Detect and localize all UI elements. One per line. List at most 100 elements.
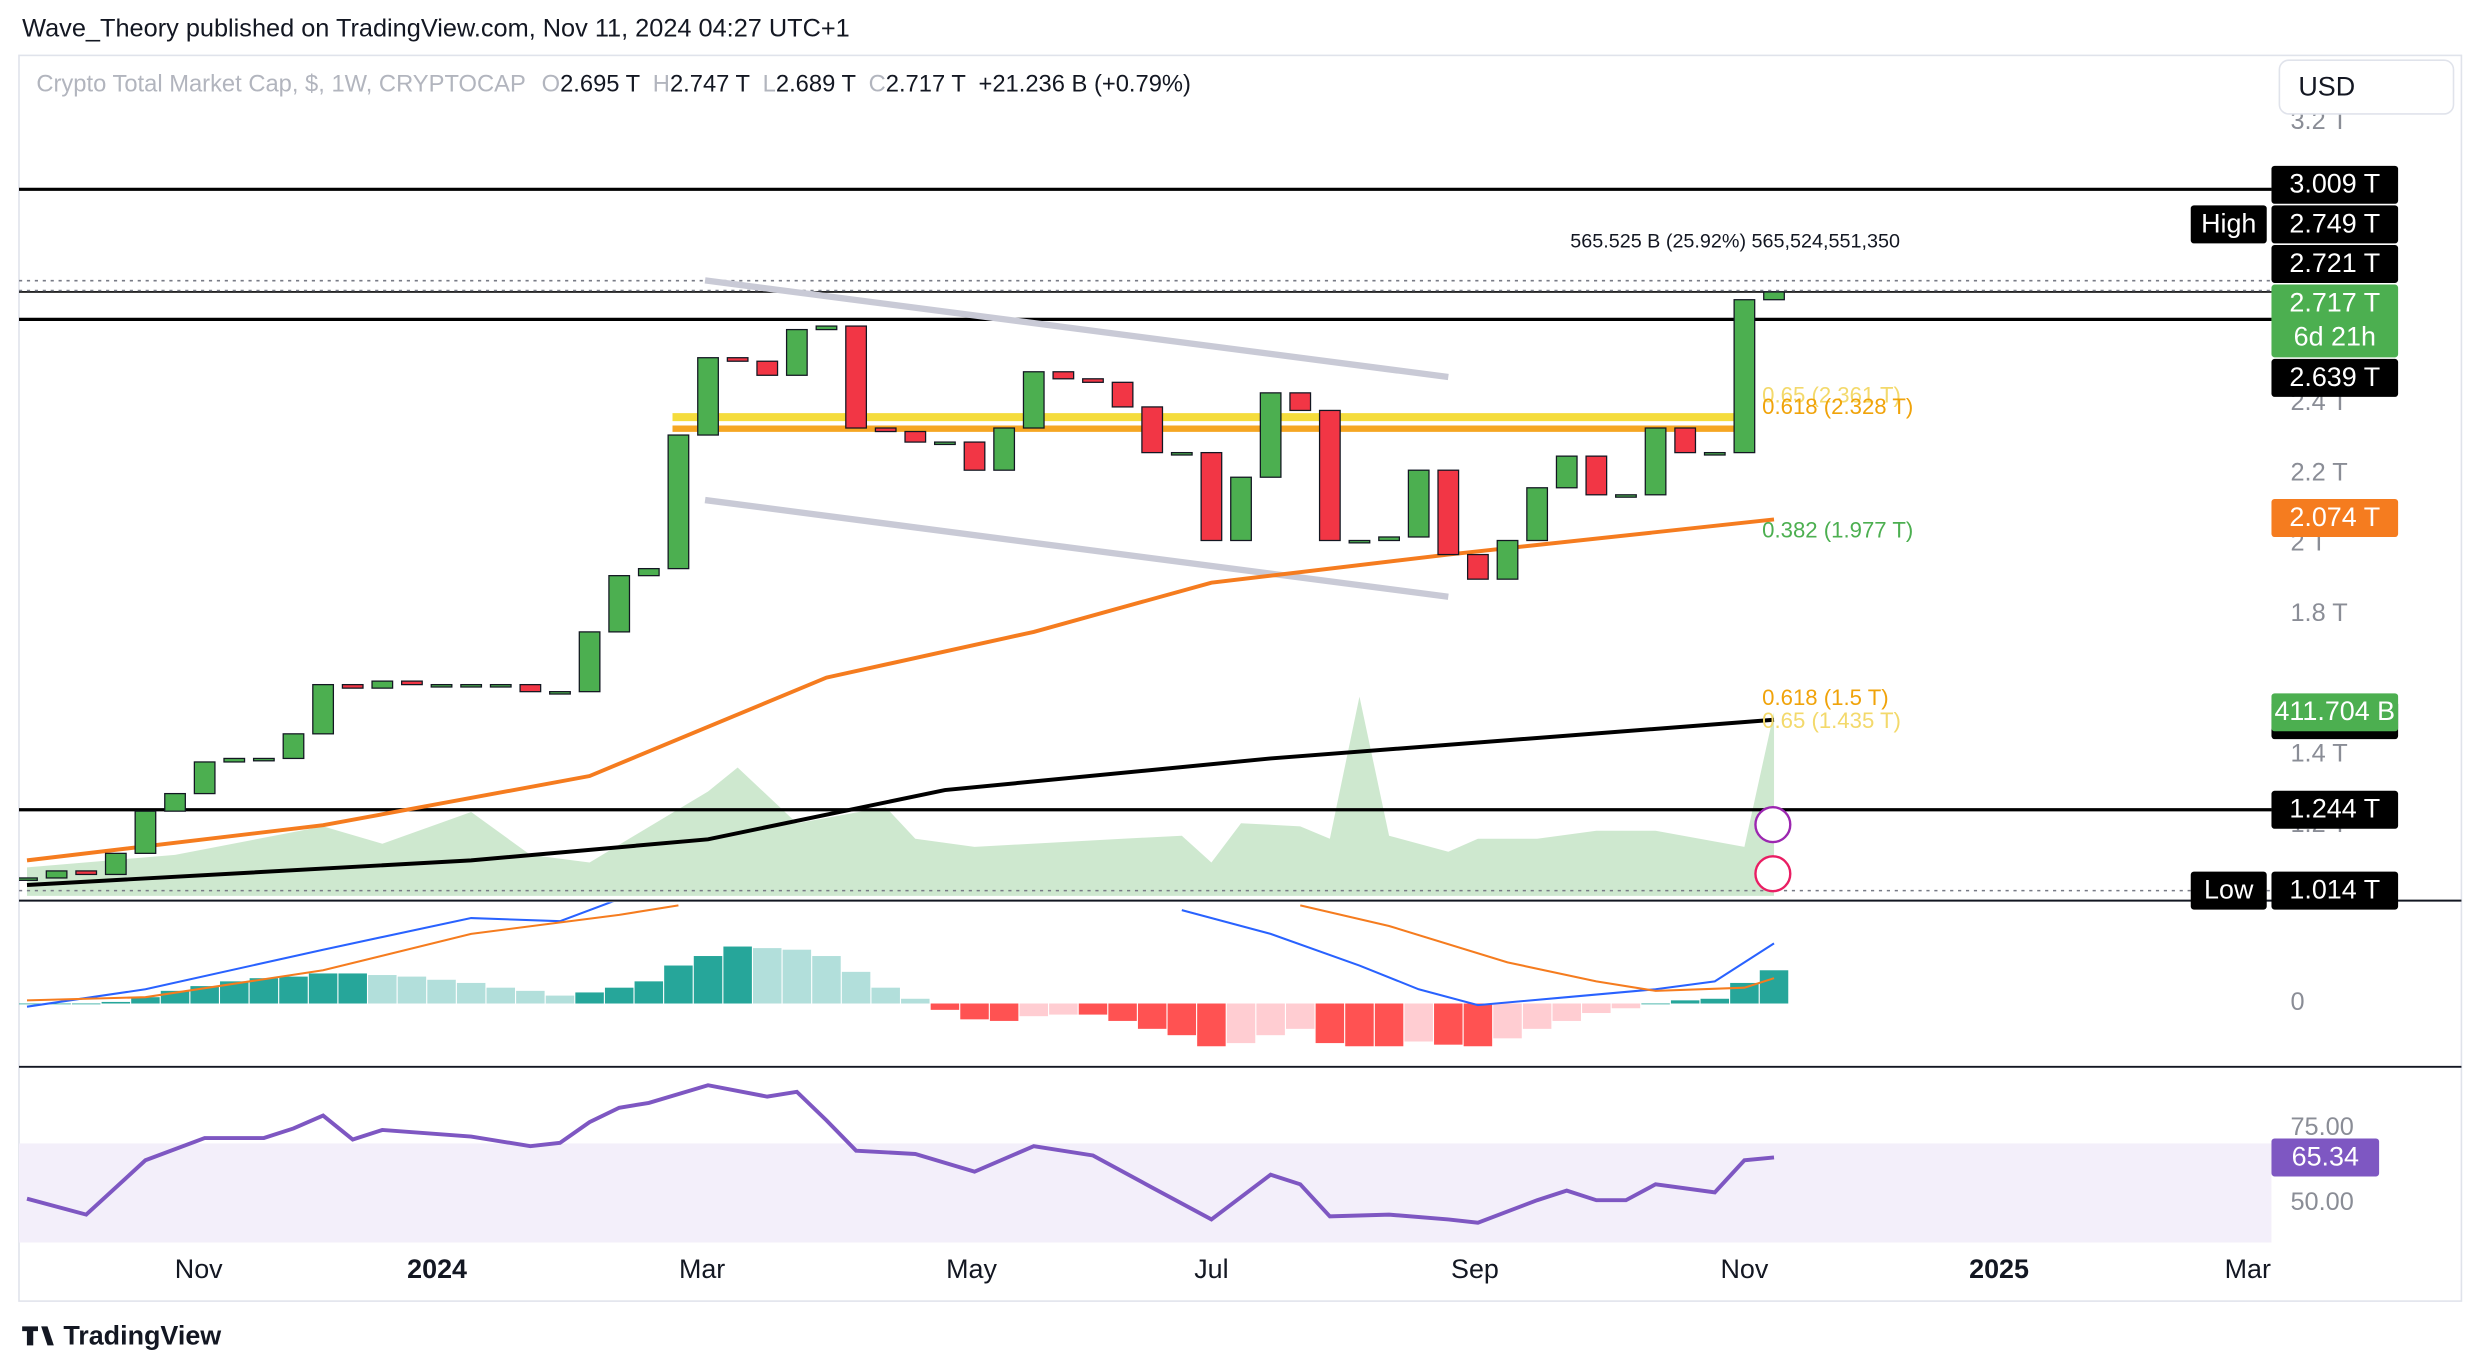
macd-bar [1434, 1003, 1463, 1045]
macd-bar [693, 956, 723, 1004]
macd-bar [1641, 1003, 1670, 1005]
macd-bar [1611, 1003, 1641, 1009]
currency: USD [2298, 72, 2355, 102]
change: +21.236 B (+0.79%) [978, 72, 1190, 98]
candle [1496, 539, 1519, 580]
y-tick-label: 50.00 [2290, 1188, 2353, 1216]
event-icon[interactable] [1754, 806, 1792, 844]
chart-frame [18, 54, 2463, 1302]
candle [223, 757, 246, 763]
candle [667, 434, 690, 570]
price-label-box [2271, 244, 2399, 283]
x-tick-label: Nov [1720, 1254, 1768, 1284]
currency-button[interactable] [2278, 59, 2455, 115]
candle [519, 683, 542, 693]
candle [1407, 469, 1430, 538]
macd-bar [1582, 1003, 1611, 1014]
price-label-box [2271, 499, 2399, 537]
rsi-pane [18, 1083, 2272, 1243]
macd-bar [308, 973, 338, 1004]
macd-bar [456, 982, 486, 1004]
x-tick-label: May [946, 1254, 997, 1284]
candle [1437, 469, 1460, 556]
macd-bar [1137, 1003, 1167, 1029]
rsi-line [26, 1083, 1775, 1225]
macd-bar [1078, 1003, 1108, 1015]
macd-bar [1197, 1003, 1226, 1047]
macd-bar [664, 965, 693, 1004]
candle [1555, 455, 1578, 489]
macd-bar [901, 998, 930, 1004]
volume-label-box [2271, 693, 2399, 732]
macd-bar [1670, 1000, 1700, 1004]
macd-bar [841, 971, 871, 1004]
ohlc-key: C [869, 72, 886, 98]
price-label: 2.717 T [2289, 287, 2380, 317]
event-icon[interactable] [1754, 855, 1792, 893]
candle [904, 430, 927, 443]
candle [1703, 451, 1726, 456]
candle [1615, 494, 1637, 498]
candle [1141, 406, 1164, 454]
candle [1170, 451, 1193, 456]
price-label: 2.074 T [2289, 502, 2380, 532]
y-tick-label: 75.00 [2290, 1113, 2353, 1141]
macd-bar [1108, 1003, 1137, 1021]
candle [963, 441, 986, 471]
macd-bar [1256, 1003, 1285, 1036]
macd-bar [545, 995, 575, 1004]
candle [134, 810, 157, 854]
candle [1466, 553, 1489, 580]
macd-bar [812, 956, 841, 1004]
channel-line [704, 496, 1449, 600]
candle [549, 691, 571, 695]
candle [933, 441, 956, 446]
price-label-box [2271, 790, 2399, 829]
candle [697, 357, 719, 436]
candle [75, 870, 98, 876]
candle [1644, 427, 1667, 496]
x-tick-label: Jul [1194, 1254, 1228, 1284]
candle [1200, 451, 1223, 542]
macd-bar [1700, 998, 1730, 1004]
channel-line [704, 277, 1449, 381]
macd-bar [604, 987, 634, 1004]
macd-bar [930, 1003, 960, 1010]
brand: TradingView [63, 1321, 221, 1351]
macd-bar [516, 990, 545, 1004]
price-tag: High [2201, 208, 2256, 238]
macd-bar [486, 987, 516, 1004]
macd-pane [18, 902, 1789, 1047]
price-tag-box [2190, 871, 2267, 910]
price-label: 2.639 T [2289, 362, 2380, 392]
macd-bar [397, 976, 427, 1004]
x-tick-label: Nov [175, 1254, 223, 1284]
macd-bar [71, 1003, 101, 1005]
moving-average [26, 517, 1775, 863]
price-label-box [2271, 165, 2399, 204]
candle [1259, 392, 1282, 478]
candle [608, 575, 631, 633]
price-label-box [2271, 871, 2399, 910]
candle [1289, 392, 1312, 412]
candle [726, 357, 749, 362]
ohlc-value: 2.695 T [560, 72, 640, 98]
macd-bar [989, 1003, 1019, 1021]
candle [1230, 476, 1252, 542]
macd-bar [1552, 1003, 1581, 1021]
macd-bar [1019, 1003, 1048, 1017]
macd-bar [782, 949, 812, 1004]
macd-line [26, 904, 1775, 1002]
publisher: Wave_Theory published on TradingView.com… [22, 15, 850, 43]
candle [104, 852, 127, 876]
legend: Crypto Total Market Cap, $, 1W, CRYPTOCA… [36, 72, 1191, 98]
macd-bar [190, 986, 219, 1004]
price-label: 2.721 T [2289, 248, 2380, 278]
macd-bar [1049, 1003, 1078, 1015]
y-tick-label: 2.2 T [2290, 458, 2347, 486]
macd-bar [18, 1003, 42, 1005]
candle [282, 733, 305, 760]
candle [1022, 371, 1045, 429]
moving-average [26, 717, 1775, 887]
